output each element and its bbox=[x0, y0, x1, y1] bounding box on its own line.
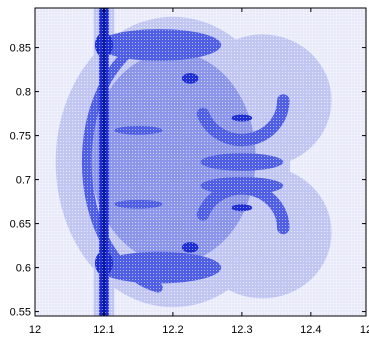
x-tick-label: 12 bbox=[29, 324, 41, 336]
y-tick-label: 0.8 bbox=[16, 87, 31, 99]
y-tick-label: 0.6 bbox=[16, 263, 31, 275]
x-axis: 12 12.1 12.2 12.3 12.4 12 bbox=[29, 8, 369, 336]
x-tick-label: 12.2 bbox=[162, 324, 183, 336]
heatmap-texture bbox=[35, 8, 366, 316]
x-tick-label: 12.4 bbox=[300, 324, 321, 336]
y-tick-label: 0.7 bbox=[16, 175, 31, 187]
plot-frame bbox=[34, 7, 367, 317]
x-tick-label: 12.3 bbox=[231, 324, 252, 336]
y-tick-label: 0.75 bbox=[10, 131, 31, 143]
y-tick-label: 0.65 bbox=[10, 219, 31, 231]
y-tick-label: 0.55 bbox=[10, 307, 31, 319]
x-tick-label: 12.1 bbox=[93, 324, 114, 336]
y-axis: 0.55 0.6 0.65 0.7 0.75 0.8 0.85 bbox=[10, 43, 366, 319]
x-tick-label: 12 bbox=[360, 324, 369, 336]
y-tick-label: 0.85 bbox=[10, 43, 31, 55]
